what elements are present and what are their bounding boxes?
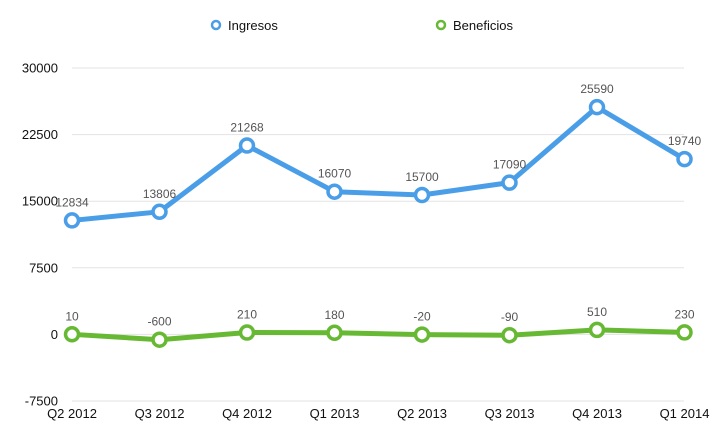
data-point: [151, 203, 168, 221]
data-label: 10: [65, 309, 79, 323]
data-label: 17090: [493, 158, 527, 172]
y-tick-label: 15000: [22, 194, 58, 209]
legend-label: Ingresos: [228, 18, 278, 33]
x-tick-label: Q2 2012: [47, 406, 97, 421]
data-point: [588, 321, 606, 339]
data-point: [63, 326, 81, 343]
legend-item: Ingresos: [210, 18, 278, 33]
y-tick-label: -7500: [25, 394, 58, 409]
legend: Ingresos Beneficios: [210, 18, 513, 33]
series-line: [69, 327, 687, 343]
x-tick-label: Q1 2014: [660, 406, 710, 421]
series-1: 10 -600 210 180 -20 -90 510 230: [63, 305, 695, 348]
data-label: 21268: [230, 121, 264, 135]
data-label: 13806: [143, 187, 177, 201]
legend-label: Beneficios: [453, 18, 513, 33]
data-point: [676, 324, 693, 341]
data-point: [676, 150, 693, 168]
y-tick-label: 30000: [22, 61, 58, 76]
data-label: 210: [237, 308, 257, 322]
data-point: [326, 183, 343, 200]
data-label: 25590: [580, 82, 614, 96]
data-point: [413, 186, 431, 204]
data-label: 510: [587, 305, 607, 319]
data-point: [238, 324, 256, 341]
series-0: 12834 13806 21268 16070 15700 17090 25590 19740: [55, 82, 702, 229]
data-label: -90: [501, 310, 519, 324]
data-point: [238, 137, 256, 154]
series-line: [69, 104, 687, 223]
data-point: [63, 212, 81, 229]
data-point: [588, 98, 606, 116]
y-tick-label: 7500: [29, 260, 58, 275]
data-label: 16070: [318, 167, 352, 181]
data-point: [151, 331, 168, 348]
data-label: 15700: [405, 170, 439, 184]
legend-item: Beneficios: [435, 18, 513, 33]
y-tick-label: 22500: [22, 127, 58, 142]
y-axis: -7500 0 7500 15000 22500 30000: [22, 61, 58, 409]
legend-marker: [435, 19, 447, 31]
gridlines: [72, 67, 684, 402]
data-label: 19740: [668, 134, 702, 148]
x-tick-label: Q1 2013: [310, 406, 360, 421]
data-label: 230: [674, 307, 694, 321]
x-tick-label: Q4 2013: [572, 406, 622, 421]
data-point: [501, 174, 518, 191]
legend-marker: [210, 19, 222, 31]
data-label: -20: [413, 310, 431, 324]
data-point: [413, 326, 431, 343]
data-point: [501, 326, 518, 344]
data-point: [326, 324, 343, 342]
data-label: 180: [324, 308, 344, 322]
series-layer: 12834 13806 21268 16070 15700 17090 25590 19740…: [55, 82, 702, 348]
x-axis: Q2 2012 Q3 2012 Q4 2012 Q1 2013 Q2 2013 Q3 20…: [47, 406, 709, 421]
data-label: 12834: [55, 195, 89, 209]
y-tick-label: 0: [51, 327, 58, 342]
x-tick-label: Q3 2012: [135, 406, 185, 421]
x-tick-label: Q2 2013: [397, 406, 447, 421]
x-tick-label: Q3 2013: [485, 406, 535, 421]
x-tick-label: Q4 2012: [222, 406, 272, 421]
data-label: -600: [147, 315, 171, 329]
